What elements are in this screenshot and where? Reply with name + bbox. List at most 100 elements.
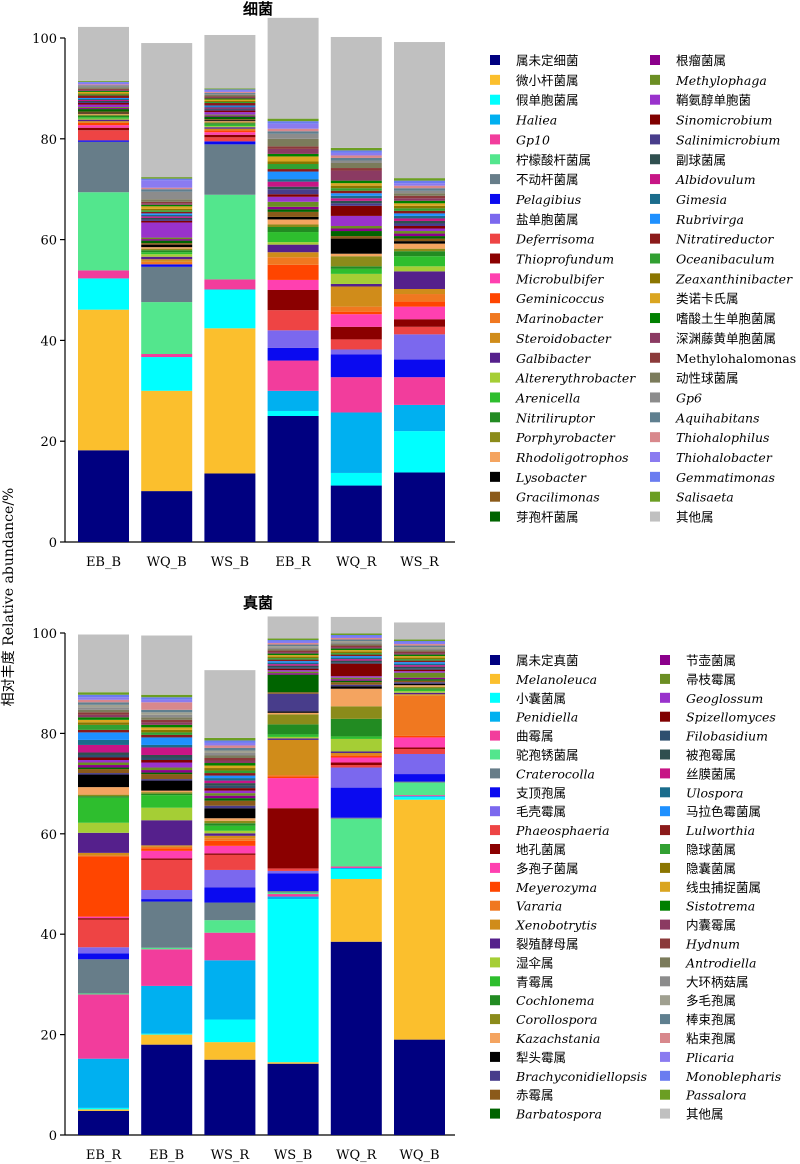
bar-segment — [330, 736, 382, 739]
y-tick-label: 20 — [40, 435, 57, 450]
bar-segment — [141, 732, 193, 735]
bar-segment — [78, 309, 129, 451]
bar-segment — [204, 902, 256, 921]
bar-segment — [204, 120, 256, 122]
bar-segment — [394, 223, 445, 226]
bar-segment — [204, 114, 256, 116]
bar-segment — [330, 639, 382, 642]
bar-segment — [394, 231, 445, 234]
bar-segment — [267, 186, 319, 190]
bar-segment — [394, 648, 445, 651]
legend-label: 线虫捕捉菌属 — [686, 880, 761, 895]
bar-segment — [141, 858, 193, 860]
bar-segment — [141, 1044, 193, 1135]
legend-swatch — [650, 74, 660, 85]
bar-segment — [141, 846, 193, 849]
legend-swatch — [490, 313, 500, 324]
bar-segment — [78, 787, 129, 795]
bar-segment — [267, 232, 319, 243]
bar-segment — [267, 146, 319, 149]
bar-segment — [267, 310, 319, 331]
bar-segment — [204, 775, 256, 779]
bar-segment — [141, 850, 193, 859]
legend-label: Galbibacter — [516, 351, 591, 366]
bar-segment — [394, 653, 445, 655]
bar-segment — [330, 647, 382, 649]
bar-segment — [78, 84, 129, 86]
legend-swatch — [490, 730, 500, 741]
bar-segment — [204, 194, 256, 280]
bar-segment — [330, 648, 382, 651]
bar-segment — [330, 787, 382, 818]
y-tick-label: 80 — [40, 133, 57, 148]
legend-label: 动性球菌属 — [676, 371, 739, 386]
legend-label: 属未定细菌 — [516, 53, 579, 68]
legend-label: Albidovulum — [675, 172, 756, 187]
y-tick-label: 40 — [40, 334, 57, 349]
bar-segment — [141, 219, 193, 221]
bar-segment — [204, 105, 256, 107]
bar-segment — [78, 707, 129, 710]
bar-segment — [78, 774, 129, 788]
bar-segment — [141, 635, 193, 695]
bar-segment — [78, 85, 129, 87]
legend-swatch — [660, 1051, 670, 1062]
bar-segment — [78, 752, 129, 755]
bar-segment — [267, 711, 319, 713]
legend-label: Altererythrobacter — [515, 371, 636, 386]
bar-segment — [267, 670, 319, 672]
bar-segment — [204, 116, 256, 120]
legend-label: Pelagibius — [515, 192, 581, 207]
bar-segment — [330, 818, 382, 867]
bar-segment — [78, 704, 129, 708]
bar-segment — [394, 659, 445, 661]
bar-segment — [141, 247, 193, 249]
bar-segment — [267, 206, 319, 210]
bar-segment — [330, 680, 382, 683]
bar-segment — [330, 642, 382, 645]
chart-title: 细菌 — [243, 0, 273, 18]
bar-segment — [204, 763, 256, 766]
bar-segment — [204, 328, 256, 474]
legend-label: 类诺卡氏属 — [676, 291, 739, 306]
legend-label: 棒束孢属 — [686, 1012, 736, 1027]
legend-swatch — [650, 114, 660, 125]
bar-segment — [394, 256, 445, 267]
bar-segment — [141, 795, 193, 808]
bar-segment — [267, 169, 319, 172]
bar-segment — [78, 822, 129, 833]
legend-swatch — [650, 332, 660, 343]
bar-segment — [204, 788, 256, 791]
bar-segment — [78, 699, 129, 703]
bar-segment — [78, 26, 129, 81]
legend-swatch — [490, 673, 500, 684]
legend-swatch — [490, 392, 500, 403]
bar-segment — [330, 656, 382, 658]
legend-swatch — [490, 471, 500, 482]
bacteria-chart: 细菌 0 20 40 60 80 100 EB_B WQ_B WS_B EB_R WQ_R WS_R 属未… — [32, 0, 796, 570]
y-tick-label: 40 — [40, 928, 57, 943]
bar-segment — [78, 140, 129, 142]
bar-segment — [330, 200, 382, 204]
bar-segment — [204, 122, 256, 124]
bar-segment — [330, 686, 382, 689]
x-tick-label: EB_R — [86, 1148, 123, 1163]
legend-label: Porphyrobacter — [515, 430, 616, 445]
bar-segment — [330, 752, 382, 755]
bar-segment — [394, 642, 445, 645]
bar-segment — [78, 714, 129, 718]
legend-swatch — [650, 193, 660, 204]
legend-label: Marinobacter — [515, 311, 604, 326]
bar-segment — [204, 88, 256, 90]
bar-segment — [267, 128, 319, 132]
bar-segment — [267, 894, 319, 897]
bar-segment — [141, 899, 193, 902]
legend-swatch — [490, 711, 500, 722]
bar-segment — [78, 108, 129, 110]
legend-label: Methylophaga — [675, 73, 767, 88]
bar-segment — [267, 650, 319, 653]
bar-segment — [267, 196, 319, 202]
bar-segment — [394, 200, 445, 204]
bar-segment — [78, 754, 129, 758]
bar-segment — [78, 959, 129, 994]
